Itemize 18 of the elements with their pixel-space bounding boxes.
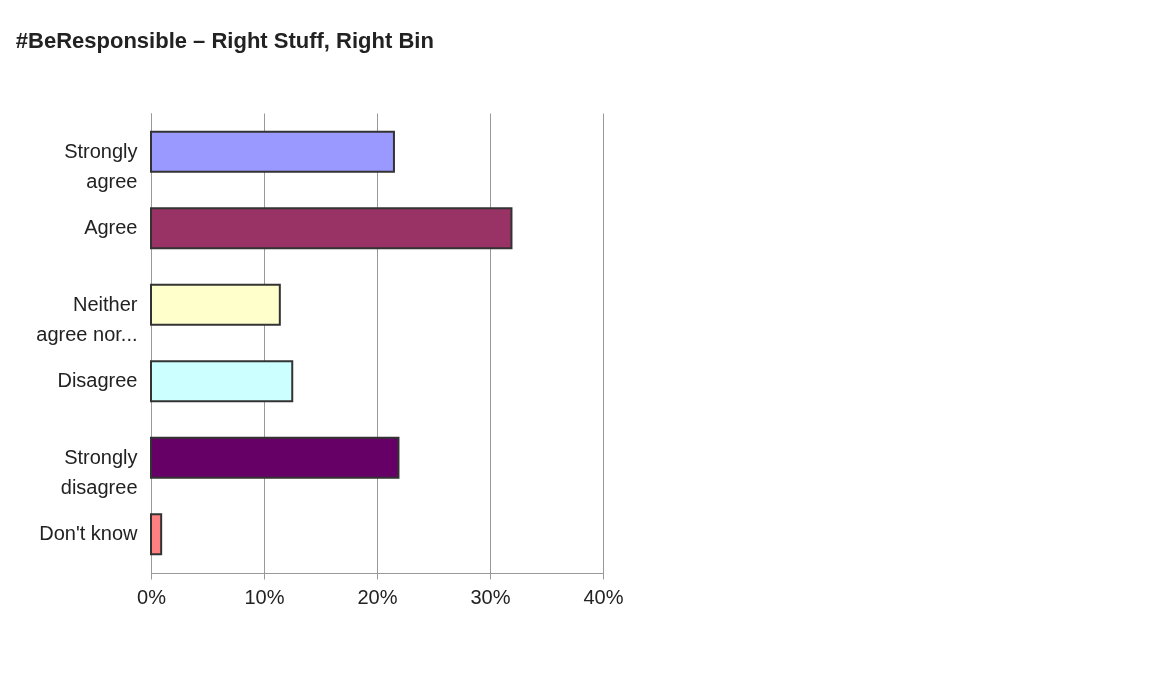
y-tick-label: Neither agree nor...	[36, 292, 138, 345]
x-tick-label: 20%	[357, 585, 398, 608]
x-tick-label: 0%	[137, 585, 167, 608]
y-tick-label: Agree	[84, 216, 138, 239]
bar	[150, 130, 395, 173]
bar	[150, 436, 400, 479]
y-tick-label: Strongly disagree	[60, 445, 138, 498]
x-tick-label: 10%	[244, 585, 285, 608]
bar	[150, 207, 513, 250]
y-tick-label: Don't know	[39, 522, 139, 545]
y-tick-label: Strongly agree	[64, 139, 138, 192]
y-tick-label: Disagree	[57, 369, 138, 392]
bar	[150, 283, 281, 326]
chart-title: #BeResponsible – Right Stuff, Right Bin	[15, 28, 434, 53]
x-tick-label: 40%	[583, 585, 624, 608]
x-tick-label: 30%	[470, 585, 511, 608]
bar	[150, 513, 163, 556]
bar	[150, 360, 294, 403]
